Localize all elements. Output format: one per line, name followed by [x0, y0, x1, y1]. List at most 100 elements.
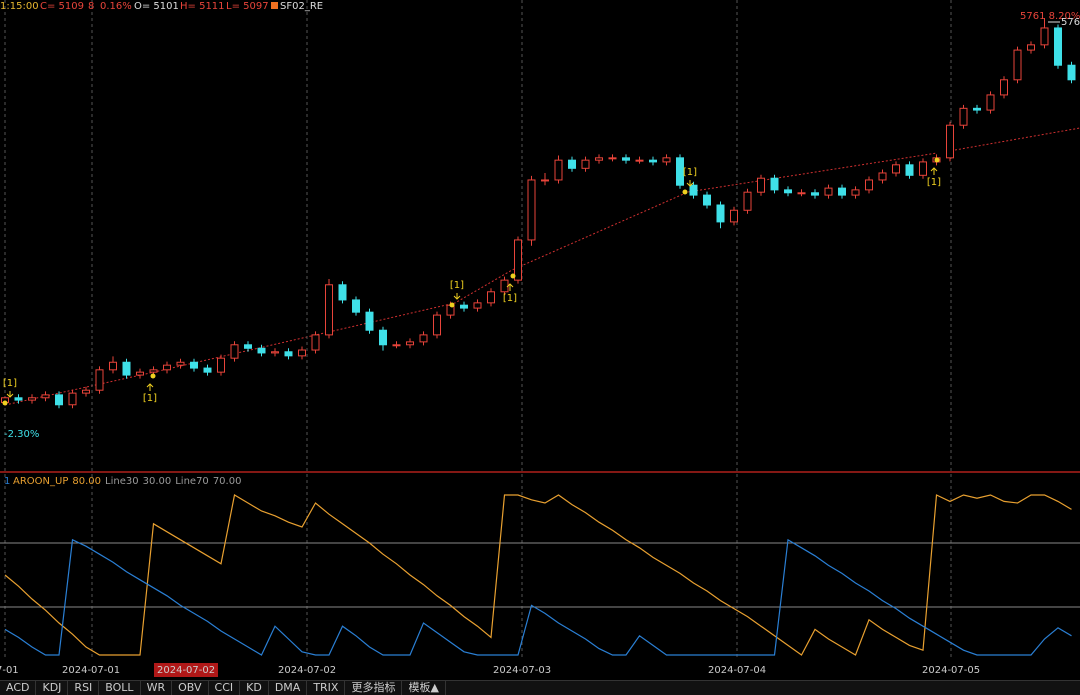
indicator-line: [4, 538, 1072, 656]
candle-body: [203, 367, 212, 373]
candle-body: [689, 184, 698, 196]
candle-body: [527, 179, 536, 241]
candle-body: [473, 302, 482, 309]
candle-body: [14, 397, 23, 401]
legend-text: 80.00: [72, 476, 101, 487]
legend-text: AROON_UP: [13, 476, 68, 487]
candle-body: [1000, 79, 1008, 96]
tab[interactable]: 更多指标: [345, 681, 403, 695]
trend-line: [4, 152, 938, 406]
candle-body: [770, 177, 779, 191]
candle-body: [419, 334, 428, 343]
candle-body: [1013, 49, 1022, 81]
candle-body: [109, 361, 117, 371]
trend-line: [954, 127, 1080, 151]
tab[interactable]: KD: [240, 681, 269, 695]
candle-body: [176, 361, 185, 366]
candle-body: [149, 369, 158, 373]
candle-body: [581, 159, 590, 169]
candle-body: [811, 192, 819, 196]
background: [0, 0, 1080, 680]
candle-body: [622, 157, 630, 161]
candle-body: [892, 164, 900, 174]
min-label: -2.30%: [4, 429, 39, 440]
tab[interactable]: DMA: [269, 681, 308, 695]
tab[interactable]: 模板▲: [402, 681, 446, 695]
max-label: 5761 8.20%: [1020, 11, 1080, 22]
candle-body: [95, 369, 104, 391]
candle-body: [41, 394, 50, 399]
tab[interactable]: BOLL: [99, 681, 141, 695]
signal-label: [1]: [503, 293, 517, 304]
legend-text: 70.00: [213, 476, 242, 487]
candle-body: [635, 159, 644, 162]
high: H= 5111: [180, 1, 225, 12]
candle-body: [973, 107, 981, 111]
candle-body: [298, 349, 306, 357]
candle-body: [257, 347, 266, 354]
tab[interactable]: ACD: [0, 681, 37, 695]
date-label: 2024-07-03: [493, 665, 551, 676]
change: 0.16%: [100, 1, 132, 12]
tab[interactable]: WR: [141, 681, 173, 695]
candle-body: [271, 351, 279, 354]
open: O= 5101: [134, 1, 179, 12]
candle-body: [28, 397, 36, 401]
candle-body: [554, 159, 563, 181]
tab[interactable]: KDJ: [36, 681, 69, 695]
candle-body: [797, 192, 806, 195]
tab[interactable]: CCI: [209, 681, 241, 695]
signal-dot: [449, 302, 455, 308]
candle-body: [1054, 27, 1062, 66]
candle-body: [500, 279, 509, 293]
indicator-line: [4, 494, 1072, 656]
count: 8: [88, 1, 94, 12]
legend-text: Line70: [175, 476, 209, 487]
candle-body: [311, 334, 320, 351]
candle-body: [568, 159, 576, 169]
signal-arrow: [6, 391, 14, 398]
close: C= 5109: [40, 1, 84, 12]
candle-body: [122, 361, 131, 376]
candle-body: [406, 341, 414, 346]
candle-body: [1027, 44, 1035, 51]
tab[interactable]: RSI: [68, 681, 100, 695]
symbol-icon: [271, 2, 278, 9]
legend-text: Line30: [105, 476, 139, 487]
candle-body: [649, 159, 657, 163]
candle-body: [230, 344, 239, 359]
candle-body: [244, 344, 252, 349]
signal-dot: [2, 400, 8, 406]
candle-body: [730, 209, 738, 223]
time: 1:15:00: [0, 1, 39, 12]
symbol: SF02_RE: [280, 1, 323, 12]
candle-body: [365, 311, 374, 331]
candle-body: [190, 361, 198, 369]
signal-dot: [682, 189, 688, 195]
candle-body: [784, 189, 792, 194]
tab[interactable]: OBV: [172, 681, 209, 695]
candle-body: [919, 161, 927, 176]
signal-label: [1]: [3, 378, 17, 389]
date-label: 2024-07-04: [708, 665, 766, 676]
signal-arrow: [146, 383, 154, 391]
tab[interactable]: TRIX: [307, 681, 346, 695]
candle-body: [487, 291, 495, 304]
date-label: 2024-07-05: [922, 665, 980, 676]
candle-body: [986, 94, 995, 111]
signal-arrow: [930, 167, 938, 175]
candle-body: [1067, 64, 1076, 81]
candle-body: [662, 157, 671, 163]
candle-body: [338, 284, 347, 301]
edge-label: 576: [1061, 17, 1080, 28]
candle-body: [851, 189, 860, 196]
signal-arrow: [453, 293, 461, 300]
candle-body: [55, 394, 63, 406]
candle-body: [163, 364, 171, 371]
candle-body: [352, 299, 360, 313]
signal-label: [1]: [683, 167, 697, 178]
candle-body: [716, 204, 725, 223]
signal-dot: [510, 273, 516, 279]
candle-body: [325, 284, 333, 336]
candle-body: [865, 179, 873, 191]
